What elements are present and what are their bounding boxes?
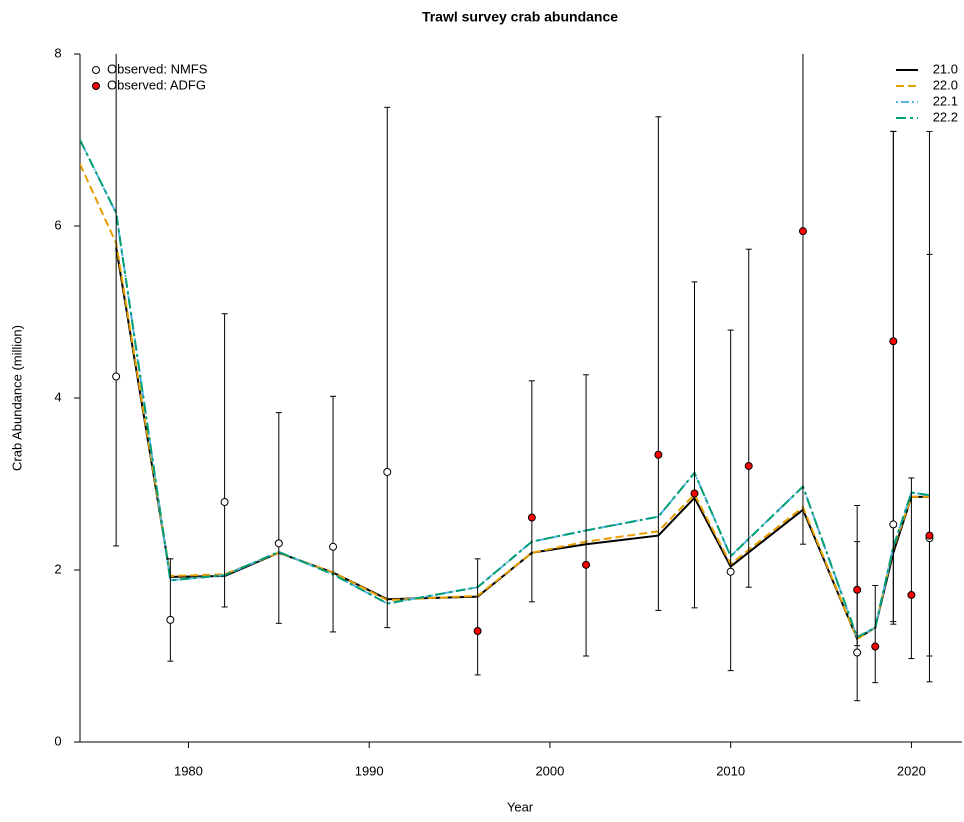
observed-point (798, 227, 807, 236)
x-tick-label: 2000 (535, 763, 564, 778)
observed-point (726, 567, 735, 576)
observed-point (925, 531, 934, 540)
y-tick-label: 0 (54, 733, 61, 748)
observed-point (166, 615, 175, 624)
y-tick-label: 8 (54, 45, 61, 60)
x-tick-label: 1990 (355, 763, 384, 778)
legend-label: 22.0 (933, 77, 958, 92)
legend-marker (92, 66, 100, 74)
y-tick-label: 4 (54, 389, 61, 404)
x-tick-label: 2010 (716, 763, 745, 778)
observed-point (744, 461, 753, 470)
legend-label: 21.0 (933, 61, 958, 76)
observed-point (907, 590, 916, 599)
model-line (80, 139, 930, 639)
y-tick-label: 6 (54, 217, 61, 232)
observed-point (527, 513, 536, 522)
observed-point (654, 450, 663, 459)
model-line (80, 163, 930, 641)
observed-point (274, 539, 283, 548)
legend-label: Observed: NMFS (107, 61, 208, 76)
observed-point (889, 337, 898, 346)
y-axis-label: Crab Abundance (million) (9, 325, 24, 471)
observed-point (690, 489, 699, 498)
legend-marker (92, 82, 100, 90)
x-tick-label: 2020 (897, 763, 926, 778)
model-line (115, 247, 930, 641)
observed-point (871, 642, 880, 651)
legend-label: 22.2 (933, 109, 958, 124)
observed-point (889, 520, 898, 529)
plot-area (80, 54, 934, 702)
observed-point (329, 542, 338, 551)
observed-point (220, 498, 229, 507)
x-tick-label: 1980 (174, 763, 203, 778)
y-tick-label: 2 (54, 561, 61, 576)
legend-label: 22.1 (933, 93, 958, 108)
observed-point (853, 648, 862, 657)
model-line (80, 139, 930, 639)
chart-title: Trawl survey crab abundance (422, 9, 618, 25)
observed-point (383, 467, 392, 476)
legend-label: Observed: ADFG (107, 77, 206, 92)
observed-point (473, 627, 482, 636)
observed-point (112, 372, 121, 381)
x-axis-label: Year (507, 799, 534, 814)
observed-point (853, 585, 862, 594)
observed-point (582, 560, 591, 569)
